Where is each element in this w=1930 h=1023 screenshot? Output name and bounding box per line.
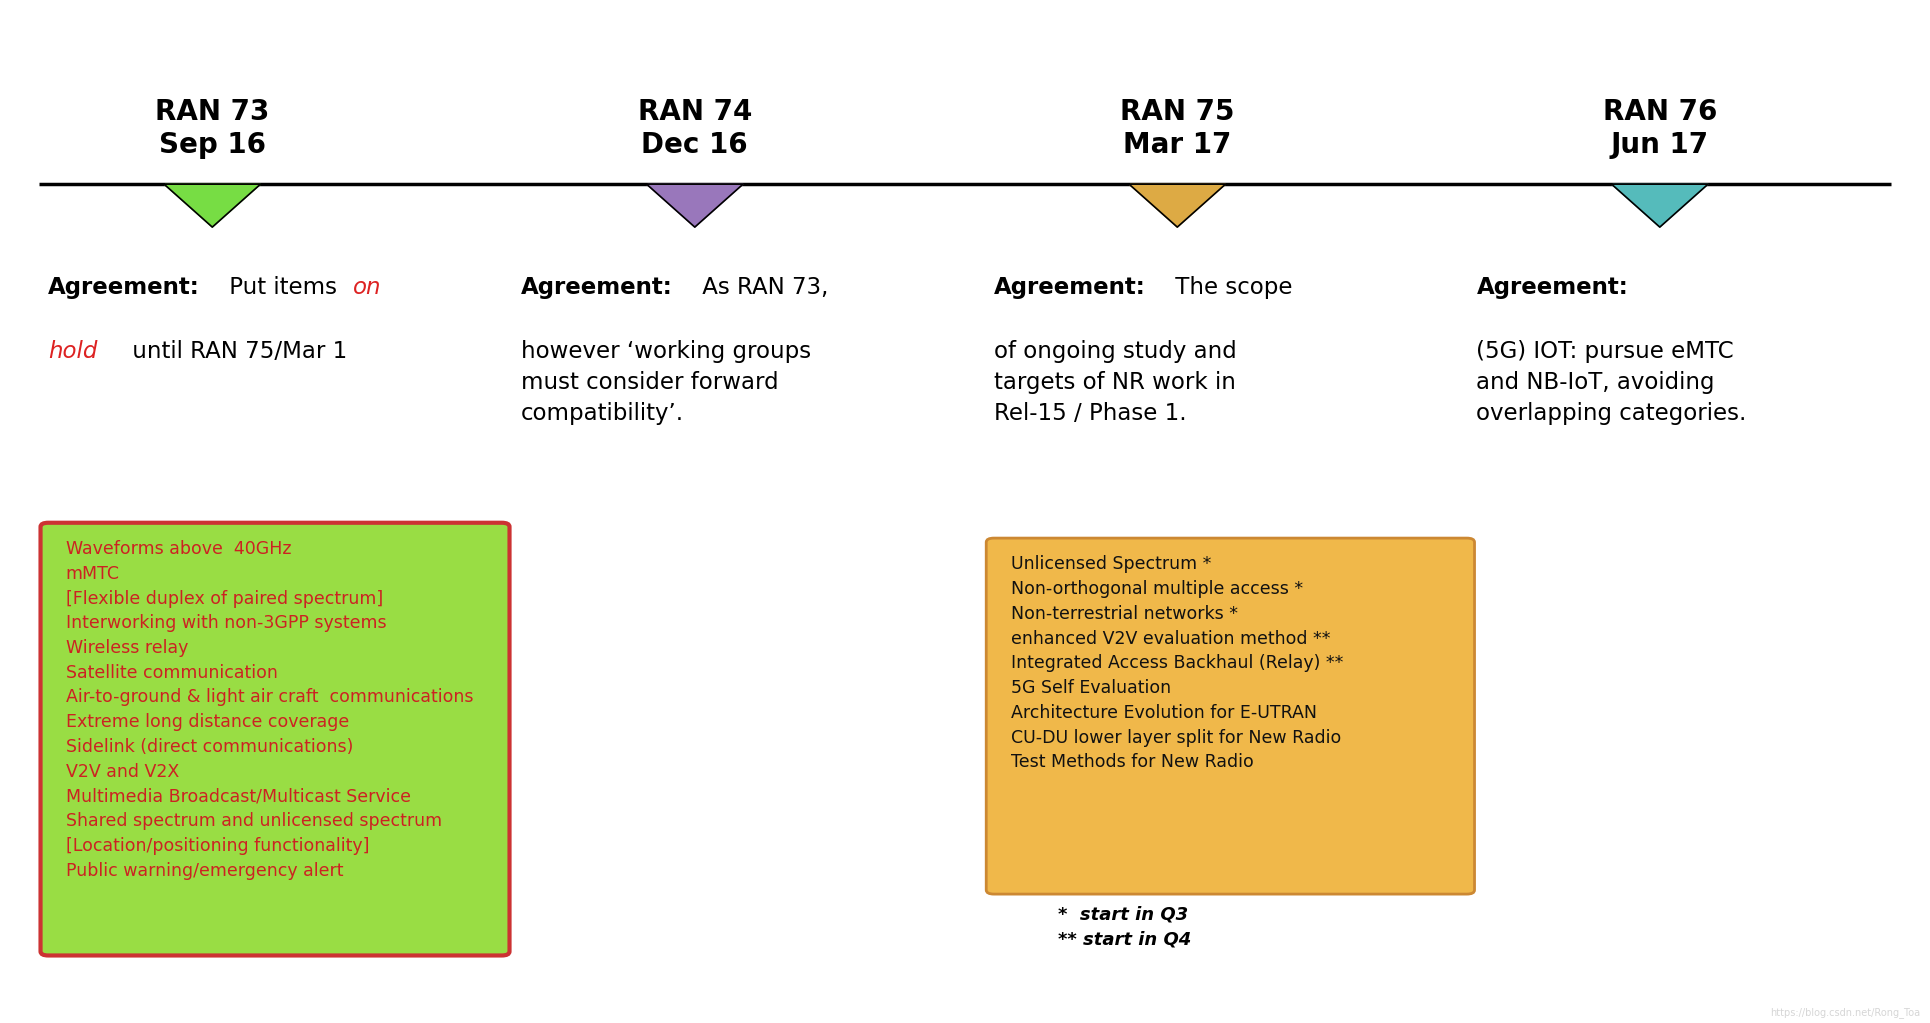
Polygon shape [1129, 184, 1226, 227]
FancyBboxPatch shape [986, 538, 1475, 894]
Text: (5G) IOT: pursue eMTC
and NB-IoT, avoiding
overlapping categories.: (5G) IOT: pursue eMTC and NB-IoT, avoidi… [1476, 340, 1747, 425]
Polygon shape [1612, 184, 1708, 227]
Text: Agreement:: Agreement: [994, 276, 1146, 299]
Text: until RAN 75/Mar 1: until RAN 75/Mar 1 [125, 340, 347, 362]
Text: Waveforms above  40GHz
mMTC
[Flexible duplex of paired spectrum]
Interworking wi: Waveforms above 40GHz mMTC [Flexible dup… [66, 540, 473, 880]
Text: however ‘working groups
must consider forward
compatibility’.: however ‘working groups must consider fo… [521, 340, 811, 425]
Polygon shape [647, 184, 743, 227]
Text: of ongoing study and
targets of NR work in
Rel-15 / Phase 1.: of ongoing study and targets of NR work … [994, 340, 1237, 425]
Text: RAN 75
Mar 17: RAN 75 Mar 17 [1119, 98, 1235, 159]
Text: Agreement:: Agreement: [521, 276, 674, 299]
Text: Unlicensed Spectrum *
Non-orthogonal multiple access *
Non-terrestrial networks : Unlicensed Spectrum * Non-orthogonal mul… [1011, 555, 1343, 771]
Text: RAN 76
Jun 17: RAN 76 Jun 17 [1602, 98, 1718, 159]
Text: *  start in Q3
** start in Q4: * start in Q3 ** start in Q4 [1058, 905, 1191, 948]
Text: https://blog.csdn.net/Rong_Toa: https://blog.csdn.net/Rong_Toa [1770, 1007, 1920, 1018]
Text: Agreement:: Agreement: [48, 276, 201, 299]
Text: Put items: Put items [222, 276, 344, 299]
Text: RAN 73
Sep 16: RAN 73 Sep 16 [154, 98, 270, 159]
Text: hold: hold [48, 340, 98, 362]
FancyBboxPatch shape [41, 523, 510, 955]
Text: As RAN 73,: As RAN 73, [695, 276, 828, 299]
Text: Agreement:: Agreement: [1476, 276, 1629, 299]
Text: The scope: The scope [1168, 276, 1293, 299]
Text: RAN 74
Dec 16: RAN 74 Dec 16 [637, 98, 753, 159]
Polygon shape [164, 184, 261, 227]
Text: on: on [353, 276, 382, 299]
